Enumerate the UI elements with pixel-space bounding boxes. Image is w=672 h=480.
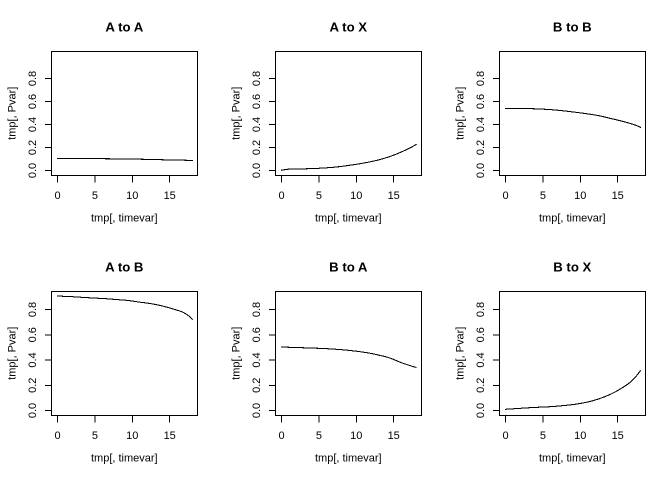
svg-text:5: 5 — [316, 430, 322, 442]
svg-text:0.2: 0.2 — [251, 378, 263, 393]
svg-text:A to X: A to X — [329, 20, 367, 35]
svg-text:15: 15 — [388, 430, 400, 442]
svg-text:15: 15 — [388, 190, 400, 202]
svg-text:5: 5 — [92, 430, 98, 442]
svg-text:10: 10 — [350, 190, 362, 202]
svg-text:0.0: 0.0 — [475, 163, 487, 178]
svg-text:0.2: 0.2 — [27, 140, 39, 155]
svg-text:15: 15 — [164, 430, 176, 442]
svg-text:A to B: A to B — [105, 260, 143, 275]
svg-text:10: 10 — [574, 430, 586, 442]
svg-text:0.4: 0.4 — [475, 352, 487, 367]
svg-text:0.8: 0.8 — [475, 302, 487, 317]
svg-text:0: 0 — [278, 190, 284, 202]
svg-text:tmp[, Pvar]: tmp[, Pvar] — [230, 327, 242, 380]
svg-text:B to X: B to X — [553, 260, 591, 275]
svg-text:tmp[, Pvar]: tmp[, Pvar] — [6, 327, 18, 380]
svg-text:0.0: 0.0 — [251, 163, 263, 178]
svg-text:0.2: 0.2 — [475, 140, 487, 155]
svg-text:0.0: 0.0 — [27, 403, 39, 418]
svg-text:10: 10 — [126, 430, 138, 442]
svg-text:0: 0 — [278, 430, 284, 442]
svg-text:0.4: 0.4 — [27, 117, 39, 132]
svg-text:0: 0 — [502, 190, 508, 202]
svg-text:0.6: 0.6 — [27, 327, 39, 342]
svg-text:10: 10 — [126, 190, 138, 202]
svg-text:15: 15 — [164, 190, 176, 202]
svg-text:0.4: 0.4 — [251, 117, 263, 132]
svg-text:10: 10 — [350, 430, 362, 442]
svg-text:0.0: 0.0 — [475, 403, 487, 418]
svg-text:15: 15 — [612, 430, 624, 442]
svg-text:0.4: 0.4 — [475, 117, 487, 132]
svg-text:0.2: 0.2 — [475, 378, 487, 393]
svg-text:tmp[, timevar]: tmp[, timevar] — [539, 213, 606, 225]
svg-text:tmp[, Pvar]: tmp[, Pvar] — [454, 87, 466, 140]
svg-text:0.6: 0.6 — [251, 327, 263, 342]
svg-text:B to B: B to B — [553, 20, 592, 35]
svg-text:tmp[, Pvar]: tmp[, Pvar] — [230, 87, 242, 140]
svg-text:0.6: 0.6 — [251, 94, 263, 109]
svg-text:tmp[, timevar]: tmp[, timevar] — [91, 453, 158, 465]
svg-text:0.8: 0.8 — [27, 302, 39, 317]
svg-text:5: 5 — [540, 190, 546, 202]
svg-text:tmp[, timevar]: tmp[, timevar] — [315, 213, 382, 225]
svg-text:5: 5 — [540, 430, 546, 442]
svg-text:0: 0 — [54, 190, 60, 202]
svg-text:B to A: B to A — [329, 260, 368, 275]
svg-text:0.6: 0.6 — [475, 327, 487, 342]
svg-text:0.6: 0.6 — [475, 94, 487, 109]
svg-text:0.8: 0.8 — [251, 302, 263, 317]
svg-text:0.8: 0.8 — [27, 71, 39, 86]
svg-text:tmp[, Pvar]: tmp[, Pvar] — [6, 87, 18, 140]
svg-text:0: 0 — [54, 430, 60, 442]
svg-text:0.6: 0.6 — [27, 94, 39, 109]
svg-text:0: 0 — [502, 430, 508, 442]
svg-text:0.8: 0.8 — [475, 71, 487, 86]
svg-text:5: 5 — [92, 190, 98, 202]
svg-text:0.0: 0.0 — [251, 403, 263, 418]
svg-text:A to A: A to A — [105, 20, 143, 35]
svg-text:0.0: 0.0 — [27, 163, 39, 178]
svg-text:tmp[, timevar]: tmp[, timevar] — [539, 453, 606, 465]
svg-text:0.2: 0.2 — [27, 378, 39, 393]
svg-text:5: 5 — [316, 190, 322, 202]
svg-text:10: 10 — [574, 190, 586, 202]
svg-text:tmp[, timevar]: tmp[, timevar] — [91, 213, 158, 225]
svg-text:15: 15 — [612, 190, 624, 202]
svg-text:0.2: 0.2 — [251, 140, 263, 155]
svg-text:0.8: 0.8 — [251, 71, 263, 86]
svg-text:0.4: 0.4 — [251, 352, 263, 367]
svg-text:tmp[, timevar]: tmp[, timevar] — [315, 453, 382, 465]
svg-text:tmp[, Pvar]: tmp[, Pvar] — [454, 327, 466, 380]
svg-text:0.4: 0.4 — [27, 352, 39, 367]
